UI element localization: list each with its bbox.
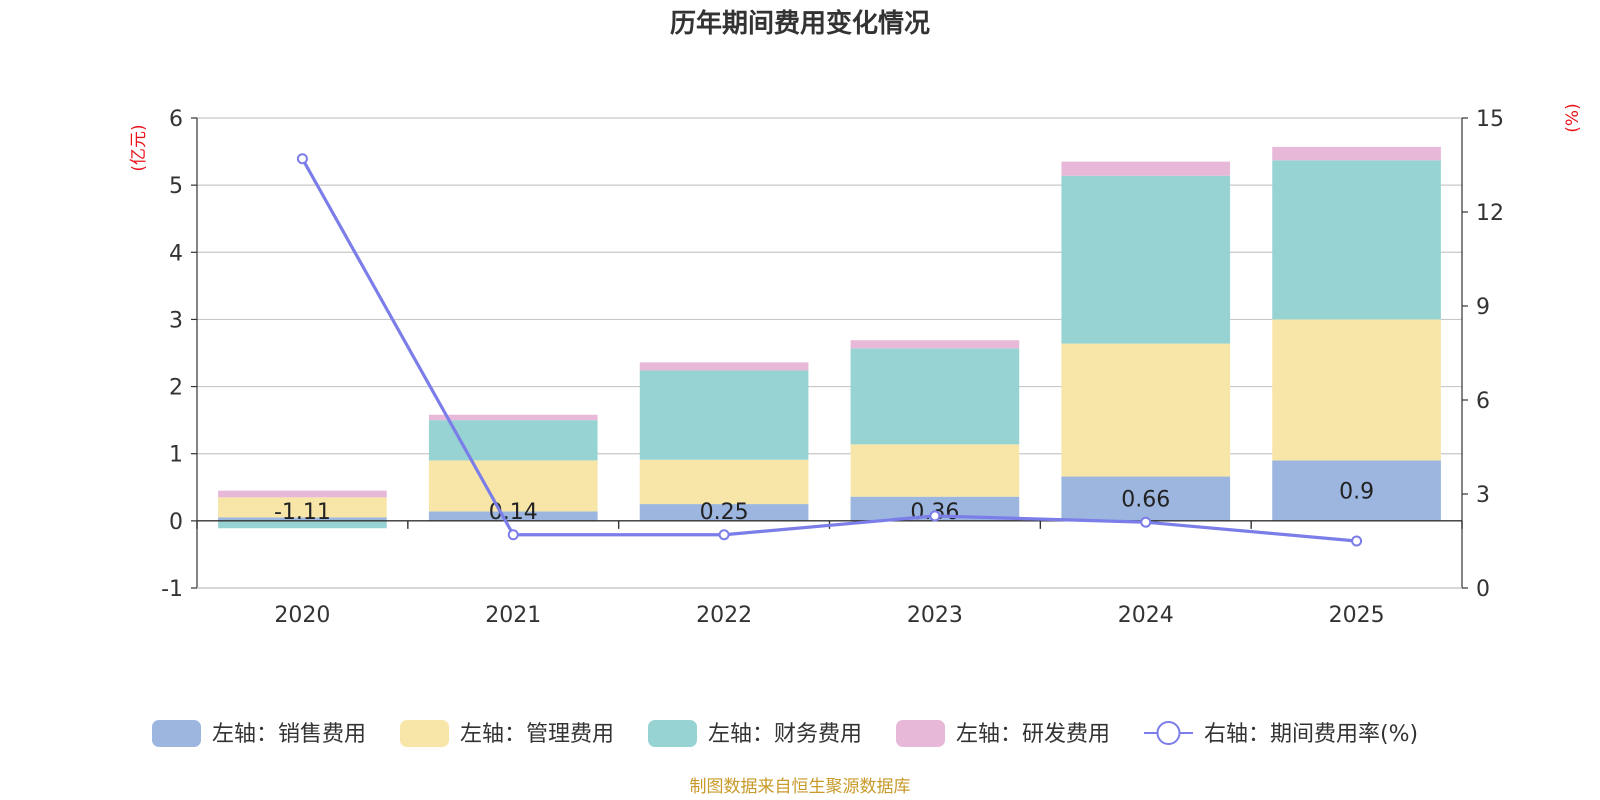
data-source-note: 制图数据来自恒生聚源数据库 (690, 777, 911, 797)
left-tick-label: 1 (169, 443, 183, 468)
bar-rd-2023 (850, 340, 1020, 349)
bar-sales-2022 (639, 504, 809, 521)
category-label-2022: 2022 (696, 603, 752, 628)
category-label-2023: 2023 (907, 603, 963, 628)
sales-data-label-2020: -1.11 (274, 500, 331, 525)
bar-rd-2022 (639, 362, 809, 371)
right-tick-label: 9 (1476, 295, 1490, 320)
category-label-2025: 2025 (1329, 603, 1385, 628)
category-label-2020: 2020 (274, 603, 330, 628)
bar-finance-2025 (1272, 160, 1441, 320)
rate-point-2021 (507, 529, 519, 541)
rate-point-2022 (718, 529, 730, 541)
right-tick-label: 6 (1476, 389, 1490, 414)
rate-line-path (301, 157, 1357, 543)
rate-point-2023 (929, 510, 941, 522)
left-tick-label: 3 (169, 308, 183, 333)
bar-sales-2025 (1272, 460, 1441, 521)
sales-data-label-2025: 0.9 (1339, 480, 1374, 505)
bar-rd-2025 (1272, 146, 1441, 161)
legend-label-rd: 左轴：研发费用 (956, 722, 1110, 747)
bar-admin-2024 (1061, 343, 1231, 477)
left-tick-label: -1 (161, 577, 183, 602)
bar-finance-2020 (218, 520, 387, 529)
bar-finance-2021 (428, 420, 598, 461)
left-tick-label: 2 (169, 376, 183, 401)
sales-data-label-2022: 0.25 (700, 500, 749, 525)
bar-admin-2025 (1272, 319, 1441, 461)
bar-rd-2020 (218, 490, 387, 498)
bar-sales-2024 (1061, 476, 1231, 521)
rate-point-2020 (296, 153, 308, 165)
legend-swatch-finance (648, 720, 697, 747)
legend-swatch-marker (1156, 721, 1181, 745)
left-tick-label: 0 (169, 510, 183, 535)
sales-data-label-2024: 0.66 (1121, 488, 1170, 513)
right-tick-label: 0 (1476, 577, 1490, 602)
bar-finance-2023 (850, 348, 1020, 445)
bar-data-labels: -1.110.140.250.360.660.9 (274, 480, 1374, 525)
bar-admin-2021 (428, 460, 598, 512)
right-tick-label: 3 (1476, 483, 1490, 508)
legend-label-sales: 左轴：销售费用 (212, 722, 366, 747)
stacked-bars (218, 146, 1441, 529)
right-tick-label: 12 (1476, 201, 1504, 226)
right-tick-label: 15 (1476, 107, 1504, 132)
left-tick-label: 4 (169, 241, 183, 266)
left-tick-label: 5 (169, 174, 183, 199)
bar-sales-2020 (218, 517, 387, 521)
rate-point-2025 (1351, 535, 1363, 547)
bar-finance-2022 (639, 370, 809, 460)
expense-rate-line (296, 153, 1363, 547)
left-axis-unit: (亿元) (129, 124, 149, 171)
legend-label-rate: 右轴：期间费用率(%) (1204, 722, 1418, 747)
legend-swatch-sales (152, 720, 201, 747)
bar-finance-2024 (1061, 175, 1231, 344)
right-axis-unit: (%) (1563, 103, 1583, 132)
bar-rd-2021 (428, 414, 598, 421)
bar-admin-2020 (218, 497, 387, 518)
legend-swatch-rd (896, 720, 945, 747)
legend: 左轴：销售费用 左轴：管理费用 左轴：财务费用 左轴：研发费用 右轴：期间费用率(%) (152, 720, 1418, 747)
legend-label-finance: 左轴：财务费用 (708, 722, 862, 747)
bar-admin-2023 (850, 444, 1020, 497)
bar-admin-2022 (639, 459, 809, 505)
legend-swatch-admin (400, 720, 449, 747)
chart-title: 历年期间费用变化情况 (670, 8, 930, 39)
category-label-2021: 2021 (485, 603, 541, 628)
rate-point-2024 (1140, 516, 1152, 528)
legend-label-admin: 左轴：管理费用 (460, 722, 614, 747)
category-label-2024: 2024 (1118, 603, 1174, 628)
grid-lines (197, 117, 1462, 589)
bar-sales-2021 (428, 511, 598, 521)
bar-rd-2024 (1061, 161, 1231, 176)
left-tick-label: 6 (169, 107, 183, 132)
